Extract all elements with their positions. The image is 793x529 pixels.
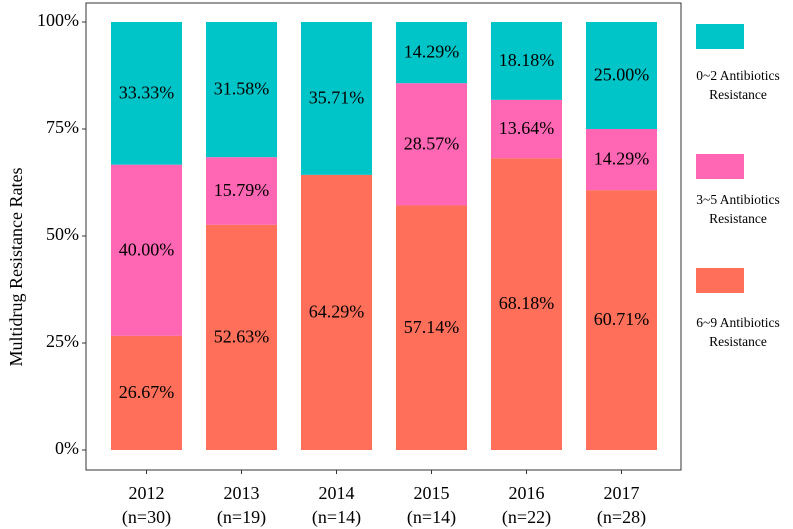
x-tick-label-n: (n=30) <box>122 507 171 528</box>
legend-swatch-6-9 <box>696 268 744 293</box>
legend: 0~2 Antibiotics Resistance 3~5 Antibiotics… <box>696 24 780 349</box>
bar-segment-6-9-2012 <box>111 335 182 450</box>
data-label-6-9-2014: 64.29% <box>309 302 365 322</box>
x-tick-label-n: (n=14) <box>407 507 456 528</box>
data-label-3-5-2017: 14.29% <box>594 149 650 169</box>
bar-segment-6-9-2015 <box>396 205 467 450</box>
data-label-3-5-2015: 28.57% <box>404 133 460 153</box>
x-tick-label-n: (n=19) <box>217 507 266 528</box>
legend-label-3-5-line2: Resistance <box>709 211 767 226</box>
y-axis-title: Multidrug Resistance Rates <box>6 168 26 367</box>
legend-label-0-2: 0~2 Antibiotics <box>696 68 779 83</box>
data-label-3-5-2016: 13.64% <box>499 118 555 138</box>
data-label-6-9-2015: 57.14% <box>404 317 460 337</box>
bar-segment-6-9-2017 <box>586 190 657 450</box>
y-tick-label: 25% <box>46 331 79 351</box>
legend-label-6-9: 6~9 Antibiotics <box>696 315 779 330</box>
bar-segment-0-2-2016 <box>491 22 562 100</box>
data-label-0-2-2016: 18.18% <box>499 50 555 70</box>
data-label-3-5-2013: 15.79% <box>214 180 270 200</box>
y-tick-label: 50% <box>46 224 79 244</box>
data-label-6-9-2016: 68.18% <box>499 293 555 313</box>
x-tick-label-n: (n=22) <box>502 507 551 528</box>
bar-segment-0-2-2017 <box>586 22 657 129</box>
bar-segment-6-9-2014 <box>301 174 372 450</box>
y-tick-label: 75% <box>46 117 79 137</box>
data-label-0-2-2012: 33.33% <box>119 82 175 102</box>
data-label-3-5-2012: 40.00% <box>119 239 175 259</box>
x-tick-label-year: 2017 <box>604 483 640 503</box>
bar-segment-6-9-2013 <box>206 224 277 450</box>
legend-swatch-3-5 <box>696 154 744 179</box>
x-tick-label-year: 2015 <box>414 483 450 503</box>
legend-label-6-9-line2: Resistance <box>709 334 767 349</box>
y-axis: 0% 25% 50% 75% 100% <box>37 10 86 458</box>
data-label-6-9-2013: 52.63% <box>214 326 270 346</box>
bar-segment-0-2-2012 <box>111 22 182 165</box>
data-label-6-9-2017: 60.71% <box>594 309 650 329</box>
bar-segment-3-5-2013 <box>206 157 277 225</box>
x-tick-label-n: (n=14) <box>312 507 361 528</box>
bars-group: 26.67% 40.00% 33.33% 52.63% 15.79% 31.58% 64.2… <box>111 22 657 450</box>
x-tick-label-year: 2012 <box>129 483 165 503</box>
bar-segment-3-5-2017 <box>586 129 657 191</box>
bar-segment-6-9-2016 <box>491 158 562 450</box>
x-axis: 2012 (n=30) 2013 (n=19) 2014 (n=14) 2015 (n=14)… <box>122 470 646 528</box>
bar-segment-3-5-2012 <box>111 164 182 336</box>
data-label-0-2-2015: 14.29% <box>404 42 460 62</box>
bar-segment-0-2-2015 <box>396 22 467 84</box>
bar-segment-0-2-2014 <box>301 22 372 175</box>
legend-label-0-2-line2: Resistance <box>709 87 767 102</box>
y-tick-label: 0% <box>55 438 79 458</box>
legend-swatch-0-2 <box>696 24 744 49</box>
x-tick-label-year: 2013 <box>224 483 260 503</box>
data-label-0-2-2017: 25.00% <box>594 65 650 85</box>
data-label-0-2-2014: 35.71% <box>309 88 365 108</box>
bar-segment-3-5-2016 <box>491 99 562 159</box>
bar-segment-0-2-2013 <box>206 22 277 158</box>
data-label-0-2-2013: 31.58% <box>214 79 270 99</box>
legend-label-3-5: 3~5 Antibiotics <box>696 192 779 207</box>
x-tick-label-year: 2016 <box>509 483 545 503</box>
data-label-6-9-2012: 26.67% <box>119 382 175 402</box>
bar-segment-3-5-2015 <box>396 83 467 206</box>
x-tick-label-n: (n=28) <box>597 507 646 528</box>
y-tick-label: 100% <box>37 10 79 30</box>
x-tick-label-year: 2014 <box>319 483 355 503</box>
